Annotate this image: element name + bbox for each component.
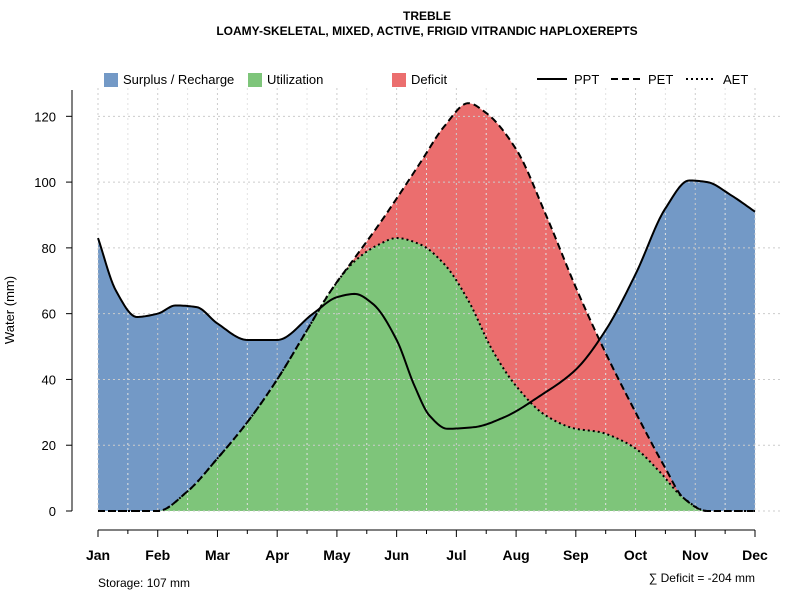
area-deficit [98, 103, 755, 511]
x-tick-label: Nov [682, 547, 709, 563]
legend-label-surplus: Surplus / Recharge [123, 72, 234, 87]
y-tick-label: 100 [34, 175, 56, 190]
y-tick-label: 0 [49, 504, 56, 519]
deficit-annotation: ∑ Deficit = -204 mm [649, 571, 755, 585]
legend: Surplus / Recharge Utilization Deficit P… [104, 72, 748, 87]
x-tick-label: Feb [145, 547, 170, 563]
grid-layer [97, 88, 783, 512]
line-layer [97, 102, 756, 512]
y-tick-label: 40 [42, 372, 56, 387]
y-tick-label: 60 [42, 307, 56, 322]
x-tick-label: Oct [624, 547, 648, 563]
legend-label-deficit: Deficit [411, 72, 448, 87]
x-tick-label: May [323, 547, 350, 563]
x-tick-label: Sep [563, 547, 589, 563]
legend-label-pet: PET [648, 72, 673, 87]
chart-title: TREBLE [403, 9, 451, 23]
x-tick-label: Dec [742, 547, 768, 563]
legend-label-aet: AET [723, 72, 748, 87]
legend-label-utilization: Utilization [267, 72, 323, 87]
y-tick-label: 120 [34, 109, 56, 124]
x-tick-label: Apr [265, 547, 290, 563]
legend-swatch-utilization [248, 73, 262, 87]
x-tick-label: Mar [205, 547, 230, 563]
y-tick-label: 20 [42, 438, 56, 453]
chart-subtitle: LOAMY-SKELETAL, MIXED, ACTIVE, FRIGID VI… [216, 24, 637, 38]
storage-annotation: Storage: 107 mm [98, 576, 190, 590]
x-tick-label: Jun [384, 547, 409, 563]
series-line-ppt [97, 179, 756, 430]
x-tick-label: Jan [86, 547, 110, 563]
y-axis-label: Water (mm) [2, 276, 17, 344]
legend-swatch-deficit [392, 73, 406, 87]
legend-swatch-surplus [104, 73, 118, 87]
series-line-aet [98, 237, 755, 512]
legend-label-ppt: PPT [574, 72, 599, 87]
x-tick-label: Aug [502, 547, 529, 563]
x-tick-label: Jul [446, 547, 466, 563]
axes-layer: 0 20 40 60 80 100 120 Jan Feb Mar Apr May Jun Jul Aug S… [34, 90, 768, 563]
y-tick-label: 80 [42, 241, 56, 256]
